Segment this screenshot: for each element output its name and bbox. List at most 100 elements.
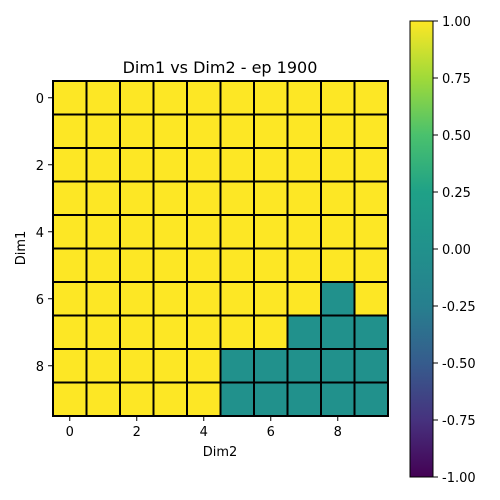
colorbar-tick-label: 1.00: [442, 15, 471, 30]
heatmap-cell: [253, 147, 289, 183]
heatmap-cell: [286, 348, 322, 384]
heatmap-cell: [52, 113, 88, 149]
heatmap-cell: [353, 381, 389, 417]
heatmap-cell: [286, 80, 322, 116]
heatmap-cell: [85, 381, 121, 417]
heatmap-cell: [119, 214, 155, 250]
heatmap-cell: [152, 214, 188, 250]
heatmap-cell: [85, 281, 121, 317]
heatmap-cell: [320, 381, 356, 417]
heatmap-cell: [286, 314, 322, 350]
heatmap-cell: [286, 247, 322, 283]
x-tick-label: 4: [200, 425, 208, 440]
y-tick-label: 4: [36, 226, 44, 241]
heatmap-cell: [253, 381, 289, 417]
heatmap-cell: [286, 214, 322, 250]
heatmap-cell: [85, 214, 121, 250]
x-tick-label: 0: [66, 425, 74, 440]
heatmap-cell: [219, 113, 255, 149]
heatmap-cell: [152, 180, 188, 216]
heatmap-cell: [52, 247, 88, 283]
heatmap-cell: [152, 314, 188, 350]
colorbar-tick-label: 0.25: [442, 186, 471, 201]
heatmap-cell: [52, 348, 88, 384]
heatmap-cell: [353, 247, 389, 283]
heatmap-cell: [52, 80, 88, 116]
heatmap-cell: [219, 348, 255, 384]
heatmap-cell: [186, 281, 222, 317]
heatmap-cell: [253, 247, 289, 283]
heatmap-cell: [353, 147, 389, 183]
colorbar-ticks: 1.00 0.75 0.50 0.25 0.00 -0.25 -0.50 -0.75 -1.00: [433, 15, 476, 486]
y-axis-label: Dim1: [14, 231, 29, 266]
heatmap-cell: [152, 113, 188, 149]
heatmap-cell: [85, 314, 121, 350]
heatmap-cell: [253, 180, 289, 216]
x-tick-label: 8: [334, 425, 342, 440]
heatmap-cell: [186, 247, 222, 283]
heatmap-cell: [286, 147, 322, 183]
heatmap-cell: [152, 281, 188, 317]
colorbar-tick-label: -0.75: [442, 414, 476, 429]
heatmap-cell: [186, 180, 222, 216]
heatmap-cell: [85, 147, 121, 183]
x-tick-label: 2: [133, 425, 141, 440]
heatmap-cell: [219, 180, 255, 216]
heatmap-cell: [152, 147, 188, 183]
heatmap-cell: [119, 348, 155, 384]
heatmap-cell: [286, 180, 322, 216]
heatmap-cell: [320, 214, 356, 250]
heatmap-cell: [152, 381, 188, 417]
heatmap-cell: [219, 80, 255, 116]
heatmap-cell: [186, 113, 222, 149]
heatmap-cell: [253, 214, 289, 250]
heatmap-cell: [186, 314, 222, 350]
heatmap-cell: [85, 348, 121, 384]
chart-title: Dim1 vs Dim2 - ep 1900: [123, 58, 318, 77]
heatmap-cell: [320, 180, 356, 216]
heatmap-cell: [119, 281, 155, 317]
heatmap-cell: [52, 214, 88, 250]
heatmap-cell: [186, 147, 222, 183]
heatmap-cell: [186, 214, 222, 250]
heatmap-cell: [253, 113, 289, 149]
heatmap-cell: [286, 113, 322, 149]
x-axis-ticks: 0 2 4 6 8: [66, 416, 342, 440]
heatmap-cell: [52, 147, 88, 183]
heatmap-cell: [353, 113, 389, 149]
heatmap-cell: [353, 180, 389, 216]
y-axis-ticks: 0 2 4 6 8: [36, 92, 53, 375]
heatmap-cell: [219, 147, 255, 183]
heatmap-cell: [253, 281, 289, 317]
y-tick-label: 0: [36, 92, 44, 107]
heatmap-cell: [320, 247, 356, 283]
heatmap-cell: [353, 80, 389, 116]
heatmap-cell: [320, 113, 356, 149]
heatmap-cell: [52, 180, 88, 216]
heatmap-cell: [186, 348, 222, 384]
heatmap-cell: [320, 80, 356, 116]
y-tick-label: 6: [36, 293, 44, 308]
heatmap-cell: [353, 281, 389, 317]
heatmap-cells: [52, 80, 389, 417]
heatmap-cell: [52, 281, 88, 317]
heatmap-cell: [286, 381, 322, 417]
heatmap-cell: [186, 80, 222, 116]
heatmap-cell: [219, 247, 255, 283]
heatmap-cell: [253, 314, 289, 350]
heatmap-cell: [320, 281, 356, 317]
y-tick-label: 2: [36, 159, 44, 174]
x-tick-label: 6: [267, 425, 275, 440]
heatmap-cell: [85, 113, 121, 149]
colorbar-tick-label: -0.25: [442, 300, 476, 315]
heatmap-cell: [219, 281, 255, 317]
heatmap-cell: [219, 314, 255, 350]
heatmap-cell: [119, 381, 155, 417]
heatmap-cell: [320, 314, 356, 350]
heatmap-cell: [219, 214, 255, 250]
heatmap-cell: [52, 381, 88, 417]
heatmap-cell: [152, 80, 188, 116]
heatmap-cell: [85, 180, 121, 216]
colorbar-tick-label: 0.50: [442, 129, 471, 144]
heatmap-cell: [119, 147, 155, 183]
